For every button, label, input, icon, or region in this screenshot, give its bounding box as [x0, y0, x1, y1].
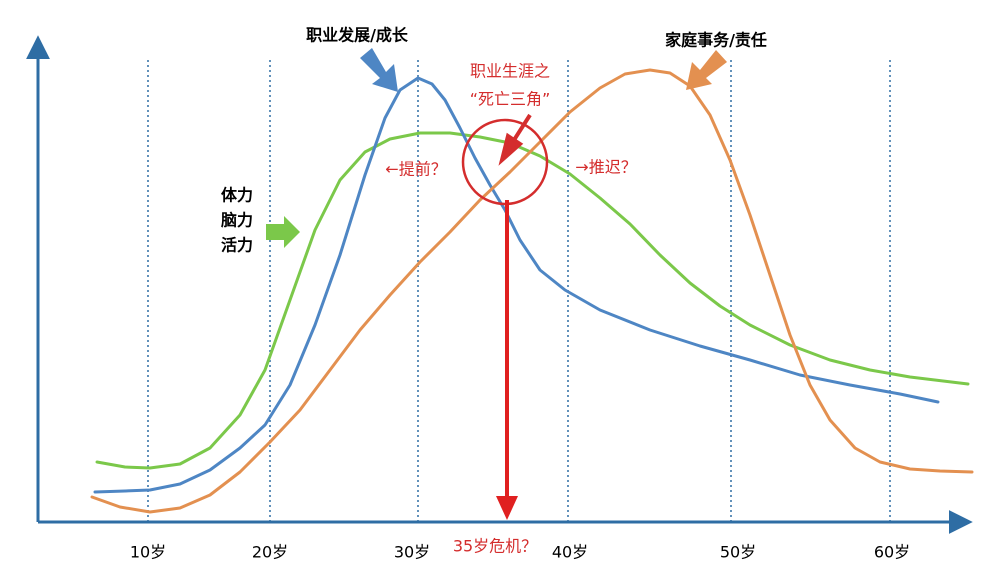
energy-label: 体力: [221, 186, 253, 205]
energy-label: 活力: [221, 236, 253, 255]
career-arrow: [360, 48, 398, 92]
career-label: 职业发展/成长: [306, 26, 409, 45]
grid: [147, 60, 891, 522]
career-curve: [93, 76, 940, 494]
family-label: 家庭事务/责任: [665, 31, 767, 50]
triangle-arrow: [498, 113, 532, 166]
x-tick-label: 60岁: [874, 543, 910, 562]
x-tick-label: 20岁: [252, 543, 288, 562]
earlier-label: ←提前？: [385, 160, 446, 179]
later-label: →推迟？: [575, 158, 636, 177]
family-curve: [90, 68, 974, 514]
family-arrow: [686, 50, 727, 90]
x-tick-label: 40岁: [552, 543, 588, 562]
triangle-label: 职业生涯之: [470, 62, 550, 81]
crisis-label: 35岁危机？: [453, 537, 537, 556]
triangle-label: “死亡三角”: [470, 90, 551, 109]
x-tick-label: 10岁: [130, 543, 166, 562]
crisis-arrowhead: [496, 496, 518, 520]
energy-curve: [95, 131, 970, 470]
x-tick-label: 50岁: [720, 543, 756, 562]
energy-arrow: [266, 216, 300, 248]
energy-label: 脑力: [221, 211, 253, 230]
x-tick-label: 30岁: [394, 543, 430, 562]
